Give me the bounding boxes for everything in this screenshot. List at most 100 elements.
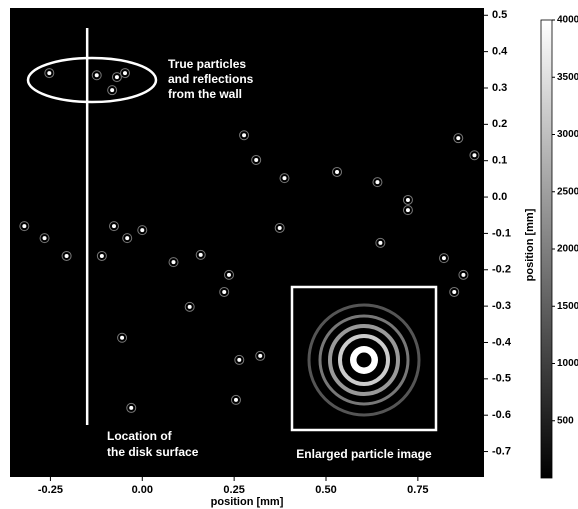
particle-core	[335, 169, 340, 174]
annotation: True particles	[168, 57, 246, 71]
particle	[458, 269, 469, 280]
particle	[137, 225, 148, 236]
particle	[219, 286, 230, 297]
particle-ring	[274, 222, 285, 233]
colorbar-tick-label: 3000	[557, 129, 578, 140]
annotation: Location of	[107, 429, 173, 443]
particle	[251, 154, 262, 165]
particle-core	[405, 197, 410, 202]
particle	[239, 130, 250, 141]
particle-ring	[19, 221, 30, 232]
particle-ring	[375, 237, 386, 248]
y-tick-label: 0.4	[492, 46, 508, 58]
particle-ring	[107, 85, 118, 96]
particle	[274, 222, 285, 233]
particle-ring	[230, 394, 241, 405]
particle-ring	[184, 301, 195, 312]
particle-ring	[255, 350, 266, 361]
particle-core	[233, 397, 238, 402]
particle	[255, 350, 266, 361]
particle	[453, 133, 464, 144]
y-tick-label: -0.4	[492, 336, 512, 348]
particle-core	[120, 335, 125, 340]
particle-ring	[111, 72, 122, 83]
particle	[402, 205, 413, 216]
particle-ring	[219, 286, 230, 297]
particle	[372, 177, 383, 188]
colorbar-tick-label: 3500	[557, 72, 578, 83]
particle	[375, 237, 386, 248]
y-tick-label: -0.3	[492, 300, 511, 312]
particle	[44, 68, 55, 79]
particle-ring	[458, 269, 469, 280]
y-tick-label: 0.5	[492, 9, 507, 21]
colorbar	[540, 19, 553, 479]
particle-ring	[438, 253, 449, 264]
y-tick-label: 0.1	[492, 155, 507, 167]
colorbar-tick-label: 2500	[557, 186, 578, 197]
particle-ring	[251, 154, 262, 165]
particle-core	[405, 208, 410, 213]
particle-ring	[449, 286, 460, 297]
particle	[120, 68, 131, 79]
annotation: and reflections	[168, 72, 254, 86]
particle-ring	[120, 68, 131, 79]
colorbar-tick-label: 500	[557, 415, 574, 426]
particle	[184, 301, 195, 312]
particle-core	[125, 236, 130, 241]
particle-ring	[96, 250, 107, 261]
y-axis-label: position [mm]	[524, 208, 536, 281]
particle-ring	[453, 133, 464, 144]
particle-core	[282, 176, 287, 181]
particle	[39, 233, 50, 244]
y-tick-label: -0.5	[492, 373, 511, 385]
particle	[61, 250, 72, 261]
annotation: Enlarged particle image	[296, 447, 432, 461]
x-tick-label: 0.25	[223, 484, 244, 496]
particle	[279, 173, 290, 184]
particle	[108, 221, 119, 232]
particle	[126, 402, 137, 413]
particle-ring	[234, 354, 245, 365]
particle-core	[129, 405, 134, 410]
particle-core	[42, 236, 47, 241]
particle-core	[456, 136, 461, 141]
particle-ring	[372, 177, 383, 188]
particle-core	[22, 224, 27, 229]
particle-ring	[279, 173, 290, 184]
inset	[290, 285, 438, 432]
particle-core	[123, 71, 128, 76]
particle	[107, 85, 118, 96]
particle-ring	[117, 332, 128, 343]
particle-core	[187, 304, 192, 309]
particle-core	[111, 224, 116, 229]
annotation: from the wall	[168, 87, 242, 101]
particle	[19, 221, 30, 232]
particle-ring	[108, 221, 119, 232]
particle-ring	[239, 130, 250, 141]
particle	[96, 250, 107, 261]
particle	[449, 286, 460, 297]
particle-core	[140, 228, 145, 233]
particle	[332, 166, 343, 177]
y-tick-label: 0.0	[492, 191, 507, 203]
y-tick-label: -0.6	[492, 409, 511, 421]
particle	[111, 72, 122, 83]
particle-ring	[137, 225, 148, 236]
particle-core	[461, 272, 466, 277]
y-tick-label: -0.7	[492, 445, 511, 457]
particle-core	[378, 240, 383, 245]
particle-core	[237, 357, 242, 362]
particle-ring	[402, 205, 413, 216]
colorbar-tick-label: 4000	[557, 15, 578, 26]
colorbar-tick-label: 1500	[557, 301, 578, 312]
particle-ring	[44, 68, 55, 79]
particle-core	[99, 253, 104, 258]
y-tick-label: -0.2	[492, 264, 511, 276]
particle-core	[114, 75, 119, 80]
particle-core	[258, 353, 263, 358]
particle-core	[242, 133, 247, 138]
particle-core	[441, 256, 446, 261]
y-tick-label: 0.2	[492, 118, 507, 130]
